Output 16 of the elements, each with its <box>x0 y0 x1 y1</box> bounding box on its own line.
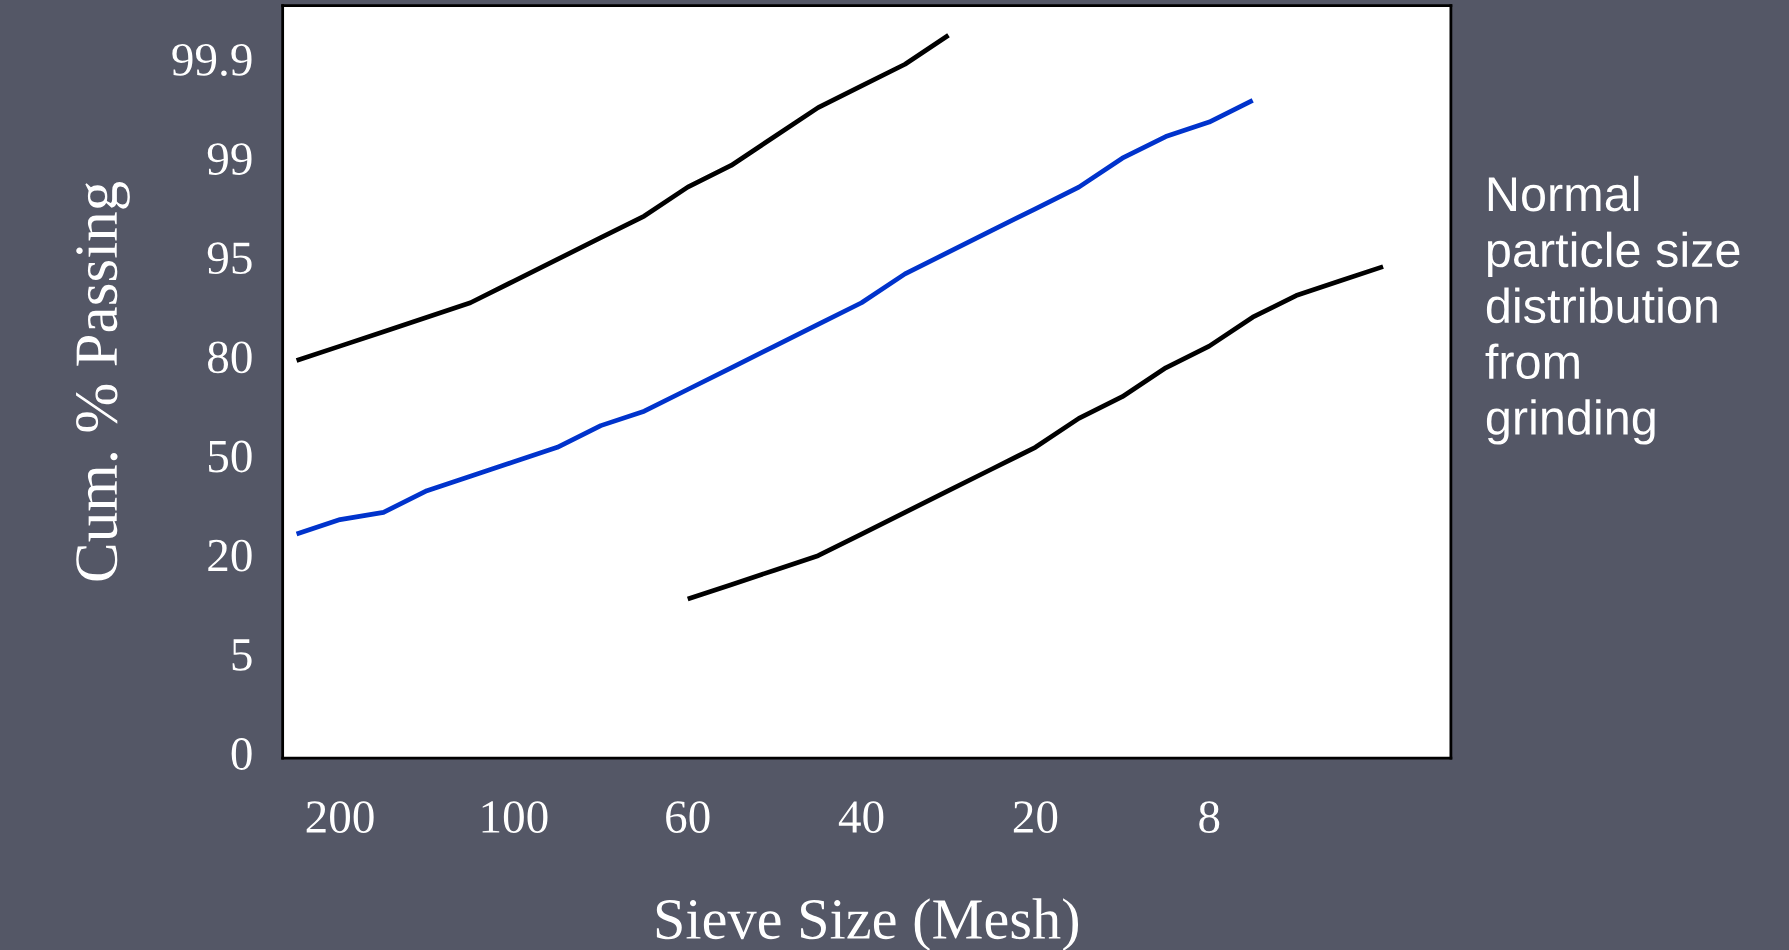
text: Normal particle size distribution from grinding <box>1485 175 1740 445</box>
text: 80 <box>208 341 252 374</box>
x-tick-label: 20 <box>1013 801 1058 833</box>
text: 20 <box>208 539 252 572</box>
text: 99.9 <box>172 44 252 76</box>
x-tick-label: 40 <box>838 801 884 833</box>
y-axis-title: Cum. % Passing <box>76 181 130 581</box>
text: 95 <box>207 242 252 275</box>
text: 5 <box>232 639 252 671</box>
text: 0 <box>231 738 252 770</box>
text: 99 <box>207 143 252 175</box>
x-tick-label: 8 <box>1199 801 1220 833</box>
x-tick-label: 200 <box>306 801 374 833</box>
x-tick-label: 100 <box>482 801 548 833</box>
x-tick-label: 60 <box>666 801 710 833</box>
text: 50 <box>208 440 252 473</box>
